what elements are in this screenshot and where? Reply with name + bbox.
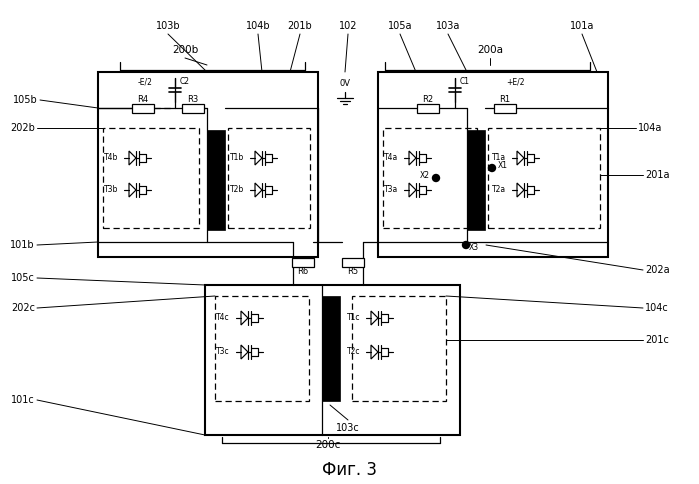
Text: 0V: 0V	[340, 78, 350, 88]
Text: R1: R1	[500, 94, 510, 104]
Bar	[103, 128, 199, 228]
Text: 104b: 104b	[245, 21, 271, 31]
Circle shape	[463, 242, 470, 248]
Text: 101b: 101b	[10, 240, 35, 250]
Bar	[215, 296, 309, 401]
Text: T1b: T1b	[230, 153, 244, 163]
Bar	[494, 104, 516, 113]
Text: 200b: 200b	[172, 45, 198, 55]
Text: T1a: T1a	[492, 153, 506, 163]
Text: 201b: 201b	[287, 21, 312, 31]
Text: T1c: T1c	[347, 314, 360, 322]
Text: 103c: 103c	[336, 423, 360, 433]
Text: +E/2: +E/2	[506, 77, 524, 87]
Text: X3: X3	[469, 243, 479, 253]
Text: 202a: 202a	[645, 265, 670, 275]
Text: T4a: T4a	[384, 153, 398, 163]
Text: T3a: T3a	[384, 185, 398, 195]
Text: 200a: 200a	[477, 45, 503, 55]
Text: 103b: 103b	[156, 21, 180, 31]
Bar	[322, 296, 340, 401]
Text: R6: R6	[297, 267, 309, 275]
Bar	[417, 104, 439, 113]
Text: X1: X1	[498, 161, 508, 169]
Text: T2a: T2a	[492, 185, 506, 195]
Text: R3: R3	[187, 94, 199, 104]
Text: 202c: 202c	[11, 303, 35, 313]
Text: 105c: 105c	[11, 273, 35, 283]
Text: T2b: T2b	[230, 185, 244, 195]
Text: 101a: 101a	[570, 21, 594, 31]
Circle shape	[433, 175, 440, 182]
Text: 102: 102	[339, 21, 357, 31]
Text: 104a: 104a	[638, 123, 663, 133]
Bar	[132, 104, 154, 113]
Bar	[342, 258, 364, 267]
Bar	[205, 285, 460, 435]
Bar	[182, 104, 204, 113]
Text: 105a: 105a	[388, 21, 412, 31]
Bar	[292, 258, 314, 267]
Text: 105b: 105b	[13, 95, 38, 105]
Bar	[488, 128, 600, 228]
Text: R4: R4	[138, 94, 149, 104]
Text: C2: C2	[180, 77, 190, 87]
Text: T4b: T4b	[103, 153, 118, 163]
Text: 200c: 200c	[315, 440, 340, 450]
Text: 104c: 104c	[645, 303, 669, 313]
Text: 201c: 201c	[645, 335, 669, 345]
Text: T3c: T3c	[217, 348, 230, 357]
Text: Фиг. 3: Фиг. 3	[322, 461, 377, 479]
Bar	[383, 128, 477, 228]
Text: T3b: T3b	[103, 185, 118, 195]
Text: T2c: T2c	[347, 348, 360, 357]
Bar	[352, 296, 446, 401]
Text: T4c: T4c	[217, 314, 230, 322]
Text: -E/2: -E/2	[138, 77, 152, 87]
Circle shape	[489, 165, 496, 171]
Text: X2: X2	[420, 170, 430, 180]
Bar	[98, 72, 318, 257]
Bar	[378, 72, 608, 257]
Text: R5: R5	[347, 267, 359, 275]
Text: C1: C1	[460, 77, 470, 87]
Text: 201a: 201a	[645, 170, 670, 180]
Text: 103a: 103a	[435, 21, 460, 31]
Text: 202b: 202b	[10, 123, 35, 133]
Bar	[228, 128, 310, 228]
Bar	[467, 130, 485, 230]
Text: 101c: 101c	[11, 395, 35, 405]
Bar	[207, 130, 225, 230]
Text: R2: R2	[422, 94, 433, 104]
